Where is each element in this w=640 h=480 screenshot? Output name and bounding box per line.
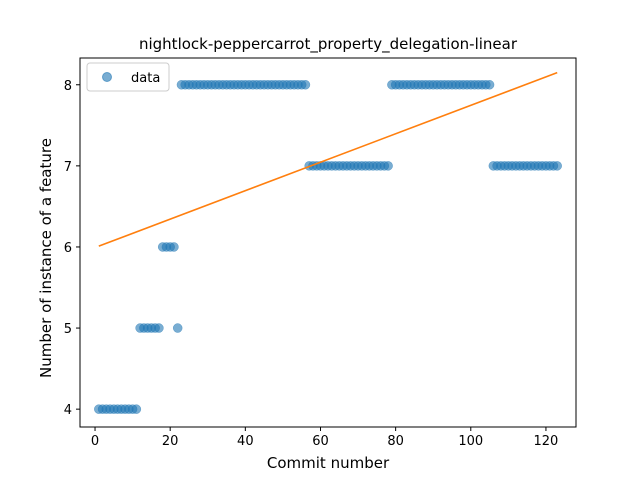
y-tick-label: 6 xyxy=(64,241,72,256)
x-tick-label: 60 xyxy=(312,434,329,449)
data-point xyxy=(383,161,393,171)
y-tick-label: 8 xyxy=(64,79,72,94)
x-tick-label: 120 xyxy=(534,434,559,449)
x-axis-label: Commit number xyxy=(267,454,390,472)
data-point xyxy=(131,404,142,414)
axes-frame xyxy=(79,57,577,428)
data-point xyxy=(300,80,311,90)
data-point xyxy=(172,323,183,333)
legend-entry-data: data xyxy=(131,71,160,86)
legend: data xyxy=(86,62,170,92)
chart-title: nightlock-peppercarrot_property_delegati… xyxy=(139,35,518,54)
x-tick-label: 0 xyxy=(91,434,99,449)
data-point xyxy=(484,80,495,90)
fit-line xyxy=(98,71,558,247)
y-axis-label: Number of instance of a feature xyxy=(37,138,55,378)
data-point xyxy=(169,242,179,252)
data-point xyxy=(552,161,562,171)
y-tick-label: 4 xyxy=(64,403,72,418)
plot-area xyxy=(79,57,577,428)
x-tick-label: 20 xyxy=(162,434,179,449)
y-axis-ticks: 4 5 6 7 8 xyxy=(64,79,80,418)
x-tick-label: 100 xyxy=(458,434,483,449)
legend-marker xyxy=(102,72,112,82)
legend-box xyxy=(86,62,170,92)
data-point xyxy=(154,323,164,333)
x-axis-ticks: 0 20 40 60 80 100 120 xyxy=(91,427,558,449)
x-tick-label: 80 xyxy=(387,434,404,449)
x-tick-label: 40 xyxy=(237,434,254,449)
y-tick-label: 5 xyxy=(64,322,72,337)
y-tick-label: 7 xyxy=(64,160,72,175)
